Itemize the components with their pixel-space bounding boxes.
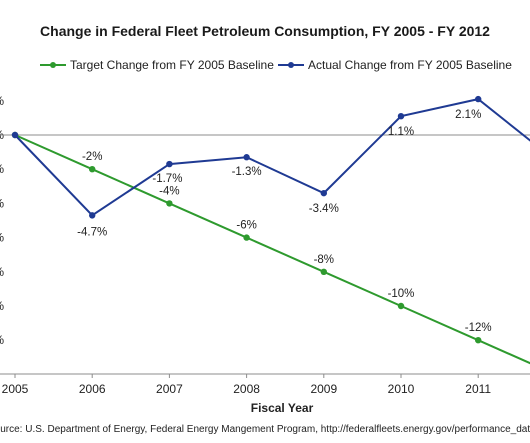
legend: Target Change from FY 2005 Baseline Actu… <box>40 58 512 72</box>
data-label-actual: 1.1% <box>388 126 414 138</box>
data-point-target <box>475 337 482 344</box>
data-point-target <box>397 302 405 310</box>
data-point-target <box>89 166 96 173</box>
data-point-target <box>320 268 327 275</box>
data-point-actual <box>397 112 405 120</box>
x-tick-label: 2006 <box>79 382 106 396</box>
data-label-actual: 2.1% <box>455 109 481 121</box>
data-label-actual: -1.7% <box>152 173 182 185</box>
y-tick-label: % <box>0 231 4 245</box>
data-label-target: -2% <box>82 151 102 163</box>
data-point-target <box>243 234 250 241</box>
legend-label-target: Target Change from FY 2005 Baseline <box>70 58 274 72</box>
data-label-target: -10% <box>388 288 415 300</box>
data-label-actual: -3.4% <box>309 203 339 215</box>
data-labels: -2% -4% -6% -8% -10% -12% -4.7% -1.7% -1.3% -3.4%… <box>77 109 491 334</box>
y-tick-label: % <box>0 94 4 108</box>
series-line-target <box>14 134 530 365</box>
y-tick-label: % <box>0 162 4 176</box>
x-tick-label: 2008 <box>233 382 260 396</box>
data-point-actual <box>320 189 327 197</box>
source-note: Source: U.S. Department of Energy, Feder… <box>0 424 530 435</box>
data-label-target: -8% <box>314 254 334 266</box>
data-label-actual: -4.7% <box>77 226 107 238</box>
legend-label-actual: Actual Change from FY 2005 Baseline <box>308 58 512 72</box>
x-axis-title: Fiscal Year <box>251 401 314 415</box>
chart-title: Change in Federal Fleet Petroleum Consum… <box>40 23 490 39</box>
data-label-target: -12% <box>465 322 492 334</box>
data-label-actual: -1.3% <box>232 166 262 178</box>
x-tick-label: 2007 <box>156 382 183 396</box>
x-tick-label: 2005 <box>2 382 29 396</box>
y-tick-marks: %%%%%%%% <box>0 94 4 347</box>
legend-marker-target <box>50 62 56 68</box>
data-label-target: -6% <box>236 220 256 232</box>
data-point-actual <box>166 160 173 168</box>
series-line-actual <box>14 98 530 217</box>
y-tick-label: % <box>0 299 4 313</box>
legend-marker-actual <box>288 62 294 68</box>
data-label-target: -4% <box>159 185 179 197</box>
x-tick-label: 2010 <box>388 382 415 396</box>
data-point-actual <box>89 212 96 219</box>
y-tick-label: % <box>0 333 4 347</box>
x-tick-label: 2009 <box>310 382 337 396</box>
x-axis: 2005 2006 2007 2008 2009 2010 2011 <box>0 373 530 396</box>
data-point-target <box>166 200 173 207</box>
series-layer <box>0 95 530 365</box>
data-point-actual <box>11 131 19 139</box>
y-tick-label: % <box>0 265 4 279</box>
data-point-actual <box>475 95 482 103</box>
x-tick-label: 2011 <box>465 382 491 396</box>
y-tick-label: % <box>0 196 4 210</box>
data-point-actual <box>243 154 250 161</box>
